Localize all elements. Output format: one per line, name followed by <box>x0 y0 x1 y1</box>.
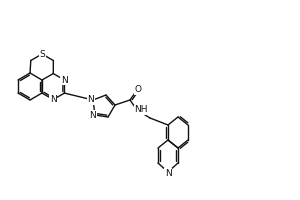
Text: O: O <box>134 86 142 95</box>
Text: N: N <box>50 95 56 104</box>
Text: N: N <box>61 76 68 85</box>
Text: NH: NH <box>134 106 148 114</box>
Text: S: S <box>39 50 45 59</box>
Text: N: N <box>165 168 171 178</box>
Text: N: N <box>90 110 96 119</box>
Text: N: N <box>88 96 94 104</box>
